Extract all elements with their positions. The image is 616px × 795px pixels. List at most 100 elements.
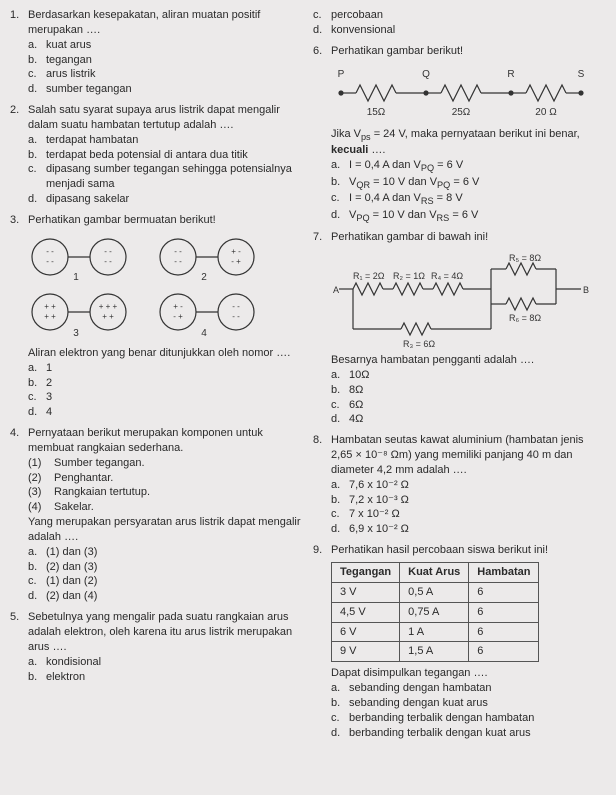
q5-b: elektron xyxy=(46,670,85,685)
q4-a: (1) dan (3) xyxy=(46,545,97,560)
q4-s4: Sakelar. xyxy=(54,500,94,515)
opt-letter: a. xyxy=(331,681,349,696)
q5-d: konvensional xyxy=(331,23,395,38)
q5-c: percobaan xyxy=(331,8,383,23)
q1-c: arus listrik xyxy=(46,67,96,82)
q4-s2: Penghantar. xyxy=(54,471,113,486)
q6-a: I = 0,4 A dan VPQ = 6 V xyxy=(349,158,463,175)
opt-letter: b. xyxy=(28,148,46,163)
cell: 6 V xyxy=(332,622,400,642)
question-6: 6.Perhatikan gambar berikut! xyxy=(313,44,606,225)
svg-text:+ +: + + xyxy=(102,312,114,321)
cell: 6 xyxy=(469,602,539,622)
opt-letter: a. xyxy=(28,545,46,560)
q7-a: 10Ω xyxy=(349,368,369,383)
q7-post: Besarnya hambatan pengganti adalah …. xyxy=(313,353,606,368)
question-9: 9.Perhatikan hasil percobaan siswa berik… xyxy=(313,543,606,740)
svg-text:+ -: + - xyxy=(173,302,183,311)
q4-post: Yang merupakan persyaratan arus listrik … xyxy=(10,515,303,545)
opt-letter: a. xyxy=(331,478,349,493)
opt-letter: c. xyxy=(313,8,331,23)
q8-stem: Hambatan seutas kawat aluminium (hambata… xyxy=(331,433,606,478)
q7-A: A xyxy=(333,285,339,295)
q8-num: 8. xyxy=(313,433,331,478)
opt-letter: a. xyxy=(28,133,46,148)
opt-letter: c. xyxy=(331,191,349,208)
q4-s3: Rangkaian tertutup. xyxy=(54,485,150,500)
cell: 6 xyxy=(469,622,539,642)
svg-text:- -: - - xyxy=(46,257,54,266)
q6-c: I = 0,4 A dan VRS = 8 V xyxy=(349,191,463,208)
svg-text:- -: - - xyxy=(104,257,112,266)
q3-label-2: 2 xyxy=(201,272,207,283)
q9-table: Tegangan Kuat Arus Hambatan 3 V0,5 A6 4,… xyxy=(331,562,539,662)
opt-letter: c. xyxy=(28,67,46,82)
q2-a: terdapat hambatan xyxy=(46,133,138,148)
opt-letter: d. xyxy=(331,208,349,225)
q7-R3: R₃ = 6Ω xyxy=(403,339,435,349)
q8-b: 7,2 x 10⁻³ Ω xyxy=(349,493,409,508)
q9-b: sebanding dengan kuat arus xyxy=(349,696,488,711)
q4-b: (2) dan (3) xyxy=(46,560,97,575)
cell: 6 xyxy=(469,582,539,602)
q6-r1: 15Ω xyxy=(367,107,386,118)
opt-letter: d. xyxy=(28,82,46,97)
q6-P: P xyxy=(338,69,345,80)
svg-text:- -: - - xyxy=(104,247,112,256)
q4-c: (1) dan (2) xyxy=(46,574,97,589)
svg-text:- -: - - xyxy=(232,302,240,311)
opt-letter: a. xyxy=(331,158,349,175)
cell: 1 A xyxy=(400,622,469,642)
q3-num: 3. xyxy=(10,213,28,228)
cell: 4,5 V xyxy=(332,602,400,622)
q1-stem: Berdasarkan kesepakatan, aliran muatan p… xyxy=(28,8,303,38)
q7-num: 7. xyxy=(313,230,331,245)
q4-s4n: (4) xyxy=(28,500,54,515)
q7-R1: R₁ = 2Ω xyxy=(353,271,385,281)
q9-c: berbanding terbalik dengan hambatan xyxy=(349,711,534,726)
q2-b: terdapat beda potensial di antara dua ti… xyxy=(46,148,248,163)
q9-h3: Hambatan xyxy=(469,563,539,583)
question-1: 1.Berdasarkan kesepakatan, aliran muatan… xyxy=(10,8,303,97)
q2-stem: Salah satu syarat supaya arus listrik da… xyxy=(28,103,303,133)
q5-a: kondisional xyxy=(46,655,101,670)
q8-d: 6,9 x 10⁻² Ω xyxy=(349,522,409,537)
q4-s2n: (2) xyxy=(28,471,54,486)
q6-b: VQR = 10 V dan VPQ = 6 V xyxy=(349,175,479,192)
opt-letter: b. xyxy=(331,493,349,508)
opt-letter: b. xyxy=(28,560,46,575)
opt-letter: c. xyxy=(28,574,46,589)
opt-letter: d. xyxy=(313,23,331,38)
svg-text:+ +: + + xyxy=(44,312,56,321)
opt-letter: c. xyxy=(331,398,349,413)
cell: 0,75 A xyxy=(400,602,469,622)
q2-num: 2. xyxy=(10,103,28,133)
q3-label-3: 3 xyxy=(73,328,79,339)
q3-c: 3 xyxy=(46,390,52,405)
svg-text:+ -: + - xyxy=(231,247,241,256)
q9-post: Dapat disimpulkan tegangan …. xyxy=(313,666,606,681)
q7-d: 4Ω xyxy=(349,412,363,427)
q1-num: 1. xyxy=(10,8,28,38)
svg-text:+ + +: + + + xyxy=(99,302,118,311)
q4-d: (2) dan (4) xyxy=(46,589,97,604)
q7-c: 6Ω xyxy=(349,398,363,413)
q2-c: dipasang sumber tegangan sehingga potens… xyxy=(46,162,303,192)
opt-letter: c. xyxy=(331,711,349,726)
q6-d: VPQ = 10 V dan VRS = 6 V xyxy=(349,208,478,225)
q3-a: 1 xyxy=(46,361,52,376)
q5-stem: Sebetulnya yang mengalir pada suatu rang… xyxy=(28,610,303,655)
question-8: 8.Hambatan seutas kawat aluminium (hamba… xyxy=(313,433,606,537)
q3-label-1: 1 xyxy=(73,272,79,283)
opt-letter: a. xyxy=(28,655,46,670)
question-5-cont: c.percobaan d.konvensional xyxy=(313,8,606,38)
svg-text:- +: - + xyxy=(231,257,241,266)
opt-letter: c. xyxy=(28,162,46,192)
question-4: 4.Pernyataan berikut merupakan komponen … xyxy=(10,426,303,604)
opt-letter: a. xyxy=(28,361,46,376)
q6-circuit: P Q R S 15Ω 25Ω 20 Ω xyxy=(331,63,591,123)
opt-letter: d. xyxy=(331,726,349,741)
q7-B: B xyxy=(583,285,589,295)
q4-stem: Pernyataan berikut merupakan komponen un… xyxy=(28,426,303,456)
opt-letter: b. xyxy=(331,696,349,711)
